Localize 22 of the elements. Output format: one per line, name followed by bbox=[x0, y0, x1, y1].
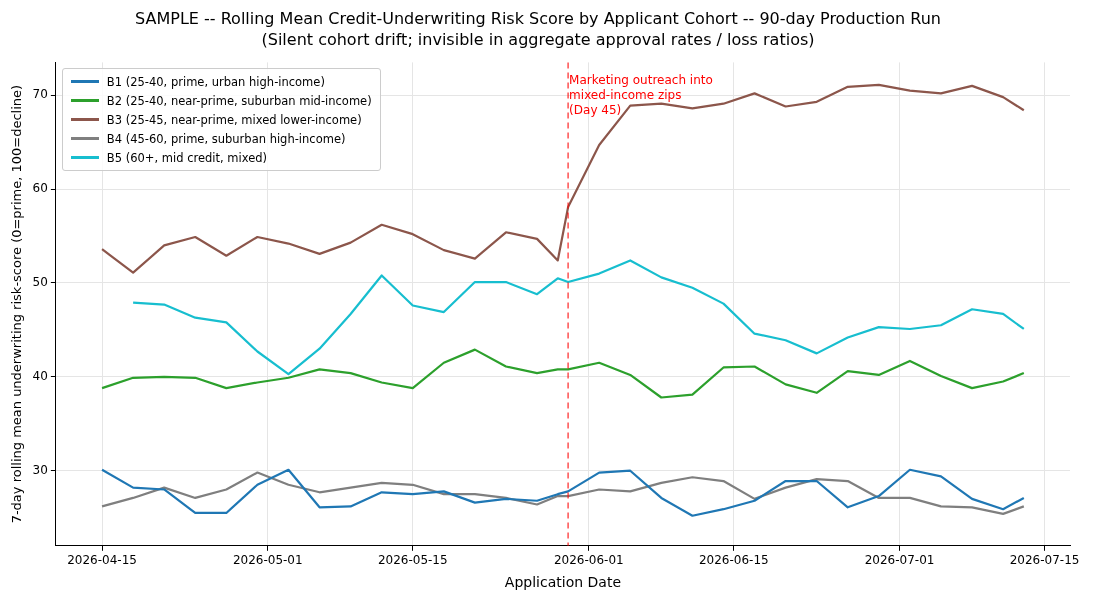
x-tick-label: 2026-07-15 bbox=[1009, 553, 1080, 568]
legend-label: B2 (25-40, near-prime, suburban mid-income) bbox=[106, 93, 372, 108]
chart-title: SAMPLE -- Rolling Mean Credit-Underwriting Risk Score by Applicant Cohort -- 90-day Production Run bbox=[135, 8, 941, 28]
x-tick-label: 2026-06-01 bbox=[553, 553, 624, 568]
y-tick-label: 70 bbox=[32, 87, 48, 102]
x-tick-label: 2026-05-15 bbox=[377, 553, 448, 568]
y-tick-label: 50 bbox=[32, 275, 48, 290]
y-tick-label: 30 bbox=[32, 462, 48, 477]
x-axis-title: Application Date bbox=[504, 574, 622, 591]
x-tick-label: 2026-07-01 bbox=[864, 553, 935, 568]
y-tick-label: 40 bbox=[32, 368, 48, 383]
x-tick-label: 2026-04-15 bbox=[67, 553, 137, 568]
x-tick-label: 2026-05-01 bbox=[232, 553, 303, 568]
legend-label: B5 (60+, mid credit, mixed) bbox=[106, 150, 268, 165]
chart-subtitle: (Silent cohort drift; invisible in aggregate approval rates / loss ratios) bbox=[261, 29, 815, 49]
legend-label: B4 (45-60, prime, suburban high-income) bbox=[106, 131, 346, 146]
y-axis-title: 7-day rolling mean underwriting risk-score (0=prime, 100=decline) bbox=[9, 84, 25, 524]
x-tick-label: 2026-06-15 bbox=[698, 553, 769, 568]
y-tick-label: 60 bbox=[32, 181, 48, 196]
legend-label: B1 (25-40, prime, urban high-income) bbox=[106, 74, 325, 89]
ref-line-label: Marketing outreach into mixed-income zips (Day 45) bbox=[569, 72, 713, 117]
legend-label: B3 (25-45, near-prime, mixed lower-income) bbox=[106, 112, 362, 127]
